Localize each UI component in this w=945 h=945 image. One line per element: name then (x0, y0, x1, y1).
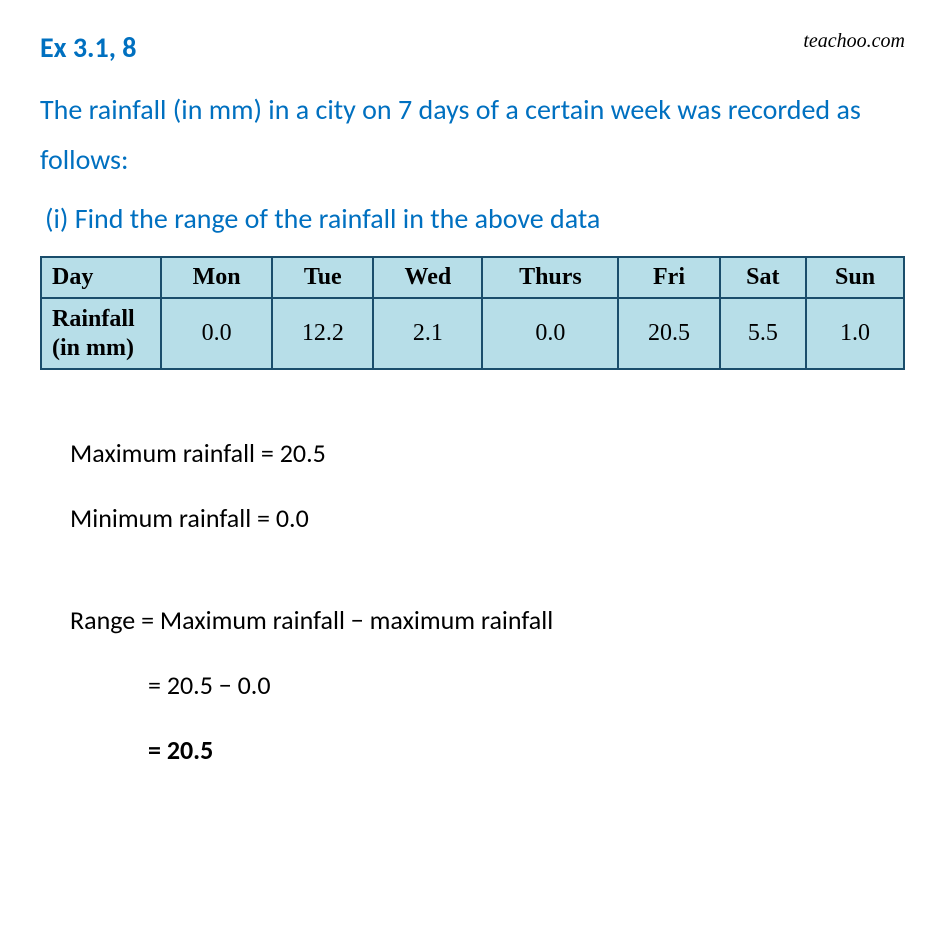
table-cell: 0.0 (161, 298, 272, 370)
table-cell: 2.1 (373, 298, 482, 370)
calc-line: = 20.5 − 0.0 (148, 662, 905, 709)
col-header: Sun (806, 257, 904, 298)
table-cell: 20.5 (618, 298, 719, 370)
rainfall-label-1: Rainfall (52, 306, 135, 332)
rainfall-row-label: Rainfall (in mm) (41, 298, 161, 370)
table-cell: 12.2 (272, 298, 373, 370)
col-header: Mon (161, 257, 272, 298)
table-cell: 5.5 (720, 298, 807, 370)
rainfall-label-2: (in mm) (52, 335, 134, 361)
solution-block: Maximum rainfall = 20.5 Minimum rainfall… (70, 430, 905, 773)
col-header: Sat (720, 257, 807, 298)
max-rainfall-line: Maximum rainfall = 20.5 (70, 430, 905, 477)
min-rainfall-line: Minimum rainfall = 0.0 (70, 495, 905, 542)
data-table: Day Mon Tue Wed Thurs Fri Sat Sun Rainfa… (40, 256, 905, 371)
range-formula-line: Range = Maximum rainfall − maximum rainf… (70, 597, 905, 644)
exercise-heading: Ex 3.1, 8 (40, 30, 905, 65)
result-line: = 20.5 (148, 727, 905, 774)
day-header-label: Day (41, 257, 161, 298)
col-header: Wed (373, 257, 482, 298)
question-text: The rainfall (in mm) in a city on 7 days… (40, 85, 905, 186)
watermark-text: teachoo.com (803, 30, 905, 53)
table-data-row: Rainfall (in mm) 0.0 12.2 2.1 0.0 20.5 5… (41, 298, 904, 370)
col-header: Thurs (482, 257, 618, 298)
sub-question: (i) Find the range of the rainfall in th… (45, 201, 905, 236)
table-cell: 0.0 (482, 298, 618, 370)
table-header-row: Day Mon Tue Wed Thurs Fri Sat Sun (41, 257, 904, 298)
col-header: Tue (272, 257, 373, 298)
col-header: Fri (618, 257, 719, 298)
table-cell: 1.0 (806, 298, 904, 370)
